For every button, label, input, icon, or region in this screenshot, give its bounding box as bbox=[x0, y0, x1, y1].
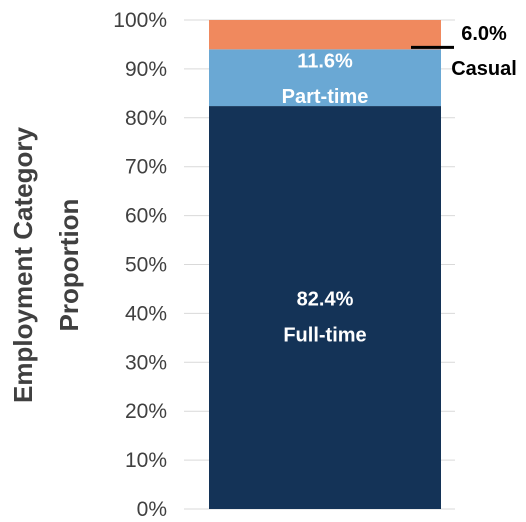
y-tick-label: 50% bbox=[125, 254, 167, 277]
y-tick-label: 90% bbox=[125, 58, 167, 81]
y-tick-label: 80% bbox=[125, 107, 167, 130]
bar-segment-casual bbox=[209, 20, 441, 50]
y-tick-label: 20% bbox=[125, 400, 167, 423]
category-label-full-time: Full-time bbox=[283, 325, 366, 347]
y-axis-label-line-1: Employment Category bbox=[8, 126, 38, 402]
y-tick-label: 30% bbox=[125, 351, 167, 374]
bar-segment-full-time bbox=[209, 106, 441, 510]
bar-segment-part-time bbox=[209, 49, 441, 107]
y-axis-ticks: 0% 10% 20% 30% 40% 50% 60% 70% 80% 90% 100% bbox=[113, 9, 167, 521]
category-label-casual: Casual bbox=[451, 58, 517, 80]
value-label-casual: 6.0% bbox=[461, 23, 507, 45]
segment-labels: 82.4% Full-time 11.6% Part-time 6.0% Casual bbox=[282, 23, 517, 347]
y-tick-label: 60% bbox=[125, 205, 167, 228]
y-tick-label: 0% bbox=[137, 498, 167, 521]
value-label-full-time: 82.4% bbox=[297, 289, 354, 311]
y-tick-label: 100% bbox=[113, 9, 167, 32]
y-tick-label: 70% bbox=[125, 156, 167, 179]
category-label-part-time: Part-time bbox=[282, 86, 369, 108]
y-tick-label: 40% bbox=[125, 302, 167, 325]
bar-segments bbox=[209, 20, 441, 510]
y-tick-label: 10% bbox=[125, 449, 167, 472]
y-axis-label-line-2: Proportion bbox=[54, 199, 84, 332]
value-label-part-time: 11.6% bbox=[297, 50, 353, 72]
